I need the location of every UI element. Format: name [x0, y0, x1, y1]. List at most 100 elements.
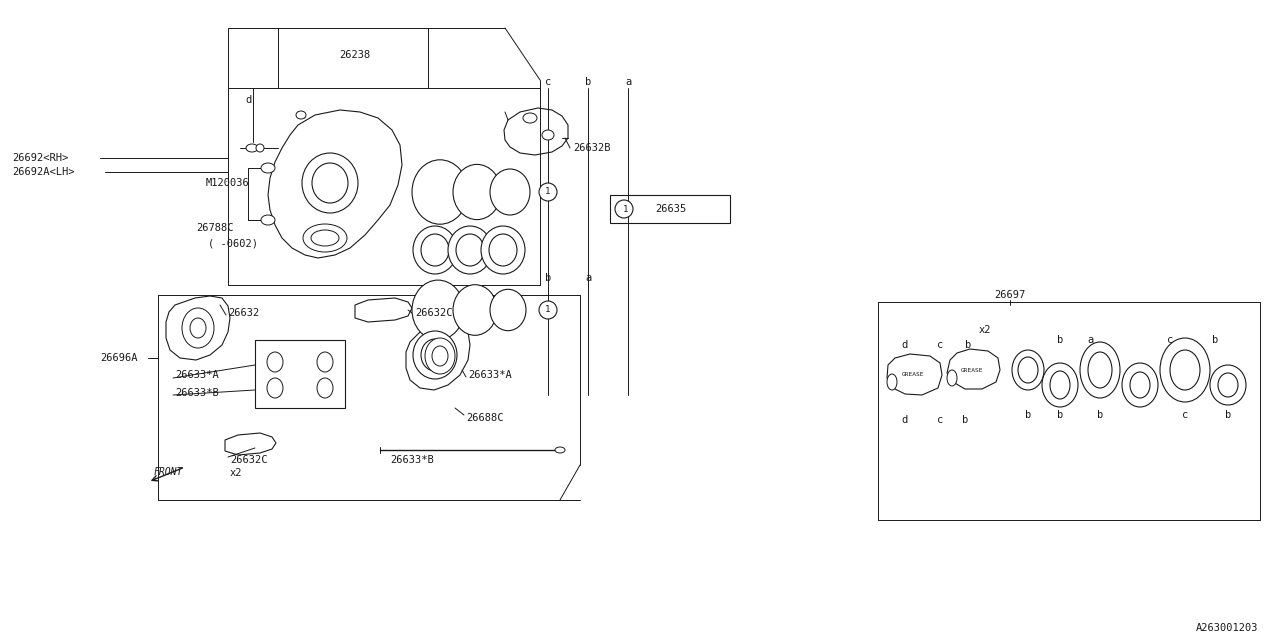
Text: 1: 1 [545, 188, 550, 196]
Text: 1: 1 [623, 205, 628, 214]
Text: 26788C: 26788C [196, 223, 233, 233]
Text: 26688C: 26688C [466, 413, 503, 423]
Text: GREASE: GREASE [901, 371, 924, 376]
Text: a: a [625, 77, 631, 87]
Text: 1: 1 [545, 305, 550, 314]
Text: ( -0602): ( -0602) [207, 238, 259, 248]
Text: A263001203: A263001203 [1196, 623, 1258, 633]
Ellipse shape [1170, 350, 1201, 390]
Text: b: b [585, 77, 591, 87]
Ellipse shape [261, 163, 275, 173]
Ellipse shape [448, 226, 492, 274]
Text: b: b [1097, 410, 1103, 420]
Ellipse shape [256, 144, 264, 152]
Ellipse shape [1210, 365, 1245, 405]
Ellipse shape [1123, 363, 1158, 407]
Polygon shape [504, 108, 568, 155]
Ellipse shape [296, 111, 306, 119]
Text: 26632: 26632 [228, 308, 260, 318]
Polygon shape [268, 110, 402, 258]
Ellipse shape [317, 378, 333, 398]
Text: 26633*B: 26633*B [390, 455, 434, 465]
Text: 26633*A: 26633*A [175, 370, 219, 380]
FancyBboxPatch shape [611, 195, 730, 223]
Ellipse shape [261, 215, 275, 225]
Text: 26697: 26697 [995, 290, 1025, 300]
Ellipse shape [421, 234, 449, 266]
Ellipse shape [302, 153, 358, 213]
Ellipse shape [489, 234, 517, 266]
Ellipse shape [456, 234, 484, 266]
Polygon shape [166, 296, 230, 360]
Ellipse shape [425, 338, 454, 374]
Ellipse shape [433, 346, 448, 366]
Ellipse shape [453, 285, 497, 335]
Ellipse shape [1219, 373, 1238, 397]
Ellipse shape [1130, 372, 1149, 398]
Ellipse shape [556, 447, 564, 453]
Ellipse shape [1080, 342, 1120, 398]
Ellipse shape [490, 169, 530, 215]
Ellipse shape [1042, 363, 1078, 407]
Ellipse shape [1160, 338, 1210, 402]
Ellipse shape [303, 224, 347, 252]
Ellipse shape [182, 308, 214, 348]
Polygon shape [355, 298, 412, 322]
Text: c: c [1167, 335, 1174, 345]
Text: 26238: 26238 [339, 50, 371, 60]
Polygon shape [406, 322, 470, 390]
Text: M120036: M120036 [206, 178, 250, 188]
Ellipse shape [268, 378, 283, 398]
Text: a: a [1087, 335, 1093, 345]
Ellipse shape [887, 374, 897, 390]
Text: b: b [1225, 410, 1231, 420]
Text: 26632B: 26632B [573, 143, 611, 153]
Text: FRONT: FRONT [154, 467, 183, 477]
Text: d: d [244, 95, 251, 105]
Text: b: b [961, 415, 968, 425]
Text: c: c [937, 415, 943, 425]
Text: x2: x2 [230, 468, 242, 478]
Text: a: a [585, 273, 591, 283]
Polygon shape [225, 433, 276, 455]
Polygon shape [255, 340, 346, 408]
Text: d: d [902, 340, 908, 350]
Text: c: c [545, 77, 552, 87]
Ellipse shape [317, 352, 333, 372]
Ellipse shape [481, 226, 525, 274]
Ellipse shape [1012, 350, 1044, 390]
Ellipse shape [421, 339, 449, 371]
Text: b: b [1057, 335, 1064, 345]
Text: 26632C: 26632C [230, 455, 268, 465]
Text: 26635: 26635 [655, 204, 686, 214]
Text: b: b [1057, 410, 1064, 420]
Ellipse shape [1050, 371, 1070, 399]
Ellipse shape [490, 289, 526, 331]
Ellipse shape [312, 163, 348, 203]
Text: 26692<RH>: 26692<RH> [12, 153, 68, 163]
Ellipse shape [412, 160, 468, 224]
Ellipse shape [1088, 352, 1112, 388]
Polygon shape [947, 349, 1000, 389]
Text: d: d [902, 415, 908, 425]
Ellipse shape [246, 144, 259, 152]
Ellipse shape [524, 113, 538, 123]
Text: 26692A<LH>: 26692A<LH> [12, 167, 74, 177]
Text: b: b [965, 340, 972, 350]
Ellipse shape [539, 301, 557, 319]
Text: 26633*B: 26633*B [175, 388, 219, 398]
Text: c: c [1181, 410, 1188, 420]
Ellipse shape [947, 370, 957, 386]
Polygon shape [887, 354, 942, 395]
Ellipse shape [453, 164, 500, 220]
Ellipse shape [1018, 357, 1038, 383]
Ellipse shape [614, 200, 634, 218]
Ellipse shape [541, 130, 554, 140]
Text: 26633*A: 26633*A [468, 370, 512, 380]
Text: b: b [1212, 335, 1219, 345]
Text: b: b [1025, 410, 1032, 420]
Ellipse shape [189, 318, 206, 338]
Text: GREASE: GREASE [961, 367, 983, 372]
Text: b: b [545, 273, 552, 283]
Ellipse shape [268, 352, 283, 372]
